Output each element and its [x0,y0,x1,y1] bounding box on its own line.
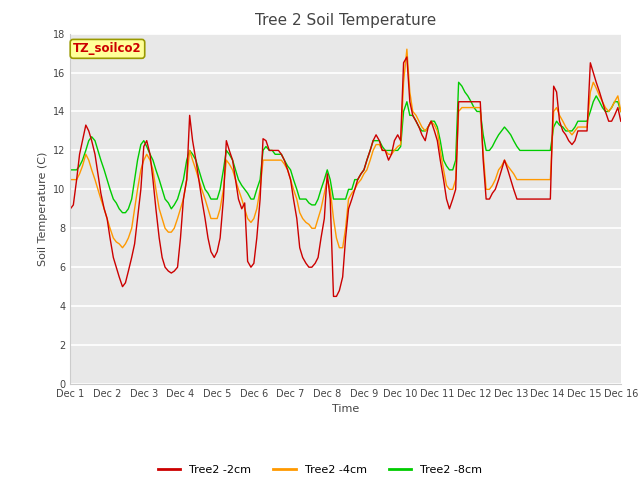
X-axis label: Time: Time [332,405,359,414]
Tree2 -8cm [118,210,126,216]
Tree2 -4cm [335,245,343,251]
Tree2 -4cm [118,245,126,251]
Tree2 -8cm [335,196,343,202]
Tree2 -8cm [617,108,625,114]
Line: Tree2 -8cm: Tree2 -8cm [70,82,621,213]
Tree2 -2cm [617,119,625,124]
Tree2 -4cm [113,239,120,245]
Tree2 -2cm [113,264,120,270]
Tree2 -2cm [330,293,337,300]
Tree2 -4cm [333,235,340,241]
Tree2 -4cm [617,108,625,114]
Tree2 -4cm [528,177,536,182]
Legend: Tree2 -2cm, Tree2 -4cm, Tree2 -8cm: Tree2 -2cm, Tree2 -4cm, Tree2 -8cm [154,460,486,479]
Tree2 -2cm [67,206,74,212]
Text: TZ_soilco2: TZ_soilco2 [73,42,142,55]
Tree2 -2cm [528,196,536,202]
Tree2 -8cm [223,147,230,153]
Y-axis label: Soil Temperature (C): Soil Temperature (C) [38,152,47,266]
Tree2 -8cm [67,167,74,173]
Tree2 -8cm [333,196,340,202]
Tree2 -8cm [455,79,463,85]
Tree2 -4cm [152,186,160,192]
Line: Tree2 -4cm: Tree2 -4cm [70,49,621,248]
Tree2 -4cm [403,46,411,52]
Tree2 -8cm [113,200,120,206]
Tree2 -2cm [220,196,227,202]
Tree2 -4cm [223,157,230,163]
Tree2 -8cm [152,167,160,173]
Title: Tree 2 Soil Temperature: Tree 2 Soil Temperature [255,13,436,28]
Tree2 -2cm [403,54,411,60]
Tree2 -2cm [335,288,343,293]
Tree2 -2cm [149,177,157,182]
Line: Tree2 -2cm: Tree2 -2cm [70,57,621,296]
Tree2 -4cm [67,177,74,182]
Tree2 -8cm [528,147,536,153]
Tree2 -2cm [333,293,340,300]
